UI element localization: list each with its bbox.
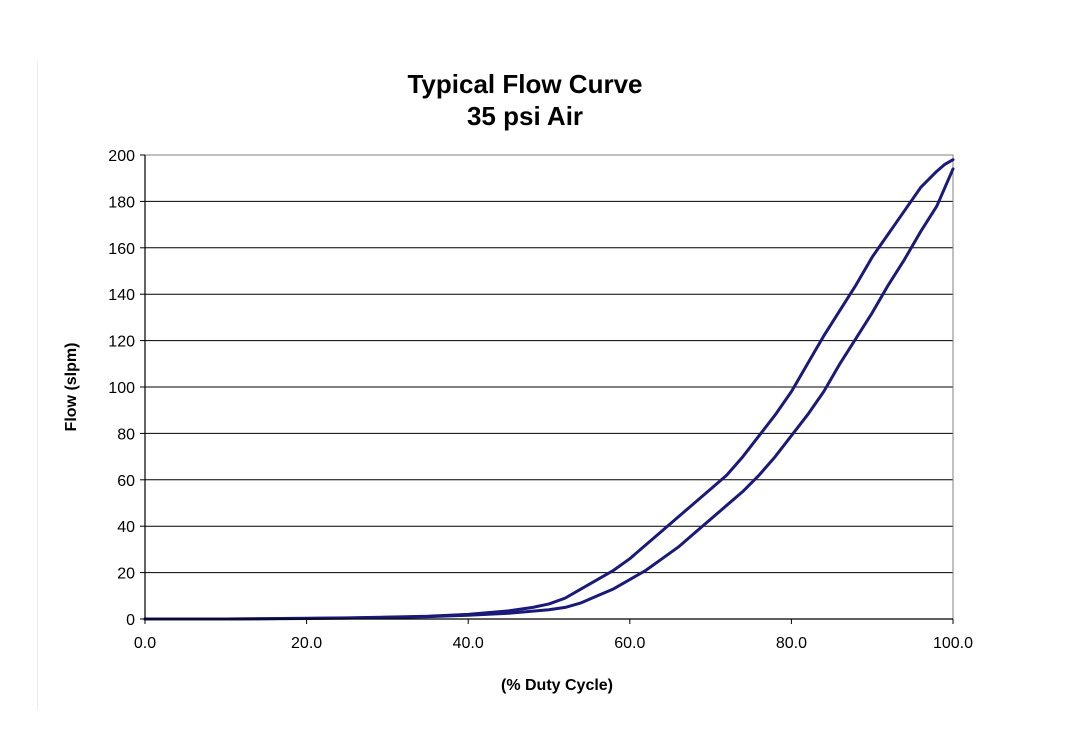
x-tick-label: 0.0 <box>134 635 156 652</box>
y-tick-label: 120 <box>108 334 135 351</box>
x-tick-label: 100.0 <box>933 635 973 652</box>
x-tick-label: 80.0 <box>776 635 807 652</box>
y-tick-label: 40 <box>117 519 135 536</box>
series-lines <box>143 158 955 621</box>
chart-subtitle: 35 psi Air <box>467 101 583 131</box>
chart-title: Typical Flow Curve <box>407 69 642 99</box>
y-tick-label: 160 <box>108 241 135 258</box>
y-tick-label: 0 <box>126 612 135 629</box>
y-tick-label: 80 <box>117 426 135 443</box>
y-axis-ticks: 0 20 40 60 80 100 120 140 160 180 200 <box>108 148 146 629</box>
flow-curve-line-1 <box>143 158 955 621</box>
y-tick-label: 20 <box>117 566 135 583</box>
y-tick-label: 200 <box>108 148 135 165</box>
x-tick-label: 20.0 <box>291 635 322 652</box>
image-edge-line <box>37 60 38 710</box>
x-tick-label: 60.0 <box>614 635 645 652</box>
flow-curve-line-2 <box>143 167 955 621</box>
x-axis-label: (% Duty Cycle) <box>501 677 613 694</box>
y-axis-label: Flow (slpm) <box>63 343 80 432</box>
y-tick-label: 140 <box>108 287 135 304</box>
x-axis-ticks: 0.0 20.0 40.0 60.0 80.0 100.0 <box>134 618 973 652</box>
x-tick-label: 40.0 <box>453 635 484 652</box>
y-tick-label: 60 <box>117 473 135 490</box>
y-tick-label: 180 <box>108 194 135 211</box>
gridlines <box>145 154 953 620</box>
y-tick-label: 100 <box>108 380 135 397</box>
